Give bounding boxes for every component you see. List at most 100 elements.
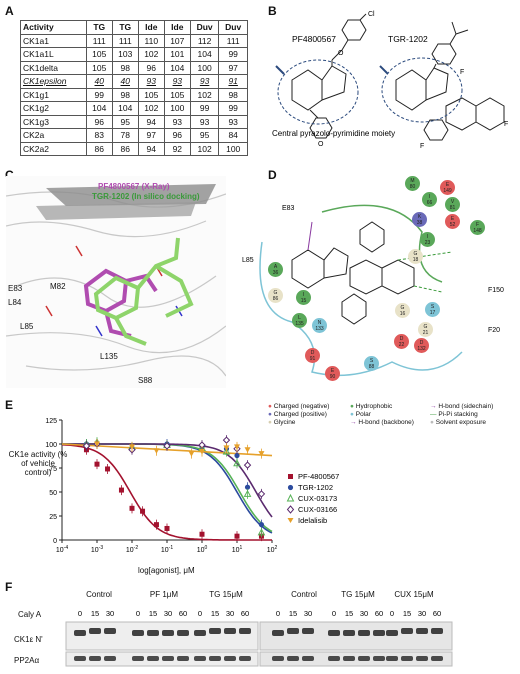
table-header-cell: Ide <box>137 20 165 35</box>
legend-solvent-exposure: Solvent exposure <box>435 419 486 426</box>
table-cell: 111 <box>111 33 139 48</box>
table-cell: 97 <box>137 128 165 143</box>
y-tick-label: 100 <box>45 442 57 449</box>
pp2a-band <box>386 656 398 661</box>
tgr1202-structure <box>395 21 505 141</box>
moiety-caption: Central pyrazolo-pyrimidine moiety <box>272 129 395 138</box>
residue-bubble: D 132 <box>414 338 429 353</box>
panel-letter-e: E <box>5 398 14 412</box>
group-tg-left: TG 15μM <box>209 590 243 599</box>
chart-x-axis-label: log[agonist], μM <box>138 566 195 575</box>
data-point <box>234 533 240 539</box>
residue-bubble: S 17 <box>425 302 440 317</box>
time-label: 15 <box>289 609 297 618</box>
table-header-cell: Duv <box>218 20 248 35</box>
chemical-structures: PF4800567 TGR-1202 Cl O O F F F Central … <box>272 11 508 150</box>
legend-marker <box>286 493 295 502</box>
fluoro-label-3: F <box>420 143 424 150</box>
highlight-circle-tgr <box>381 57 463 123</box>
ck1e-band <box>272 630 284 636</box>
table-cell: 105 <box>85 47 113 62</box>
table-cell: 98 <box>111 87 139 102</box>
table-header-cell: Activity <box>20 20 87 35</box>
table-row: CK1epsilon 40 40 93 93 93 91 <box>20 74 248 89</box>
table-cell: 86 <box>111 141 139 156</box>
ck1e-band <box>224 628 236 634</box>
time-label: 30 <box>304 609 312 618</box>
data-point <box>105 466 111 472</box>
data-point <box>164 525 170 531</box>
ck1e-band <box>177 630 189 636</box>
residue-l85: L85 <box>242 257 254 264</box>
table-cell: 98 <box>111 60 139 75</box>
data-point <box>244 484 251 490</box>
residue-bubble: D 91 <box>305 348 320 363</box>
table-cell: 101 <box>163 47 191 62</box>
x-tick-label: 102 <box>267 545 278 554</box>
data-point <box>244 447 251 453</box>
residue-bubble: N 133 <box>312 318 327 333</box>
ck1e-band <box>302 628 314 634</box>
legend-hbond-sidechain: H-bond (sidechain) <box>438 403 494 410</box>
table-cell: 93 <box>163 74 191 89</box>
group-control-left: Control <box>86 590 112 599</box>
pp2a-band <box>132 656 144 661</box>
table-cell: 104 <box>189 47 220 62</box>
chart-legend: PF-4800567 TGR-1202 CUX-03173 CUX-03166 Idel… <box>286 472 339 525</box>
legend-label: CUX-03173 <box>298 494 337 503</box>
data-point <box>199 531 205 537</box>
ck1e-band <box>386 630 398 636</box>
fluoro-label-2: F <box>504 121 508 128</box>
ck1e-band <box>373 630 385 636</box>
table-cell: 105 <box>137 87 165 102</box>
arrow-pf <box>275 65 285 75</box>
compound-label-pf: PF4800567 <box>292 34 336 44</box>
table-cell: 102 <box>189 141 220 156</box>
table-cell: 111 <box>85 33 113 48</box>
table-cell: CK1a1 <box>20 33 87 48</box>
table-cell: 104 <box>85 101 113 116</box>
table-row: CK1g3 96 95 94 93 93 93 <box>20 114 248 129</box>
time-label: 30 <box>226 609 234 618</box>
pp2a-band <box>343 656 355 661</box>
pp2a-band <box>104 656 116 661</box>
legend-hbond-backbone: H-bond (backbone) <box>358 419 414 426</box>
residue-bubble: S 88 <box>364 356 379 371</box>
residue-bubble: G 21 <box>418 322 433 337</box>
legend-label: CUX-03166 <box>298 505 337 514</box>
table-cell: 94 <box>137 141 165 156</box>
caly-a-label: Caly A <box>18 610 42 619</box>
table-header-cell: TG <box>111 20 139 35</box>
time-label: 30 <box>106 609 114 618</box>
table-cell: 107 <box>163 33 191 48</box>
table-cell: CK1g2 <box>20 101 87 116</box>
data-point <box>94 441 100 447</box>
table-cell: CK1delta <box>20 60 87 75</box>
residue-bubble: D 22 <box>394 334 409 349</box>
ck1e-band <box>358 630 370 636</box>
table-header-cell: TG <box>85 20 113 35</box>
residue-bubble: K 38 <box>412 212 427 227</box>
group-pf: PF 1μM <box>149 590 179 599</box>
table-cell: CK1epsilon <box>20 74 87 89</box>
pp2a-band <box>431 656 443 661</box>
ck1e-band <box>431 628 443 634</box>
ck1e-band <box>147 630 159 636</box>
residue-bubble: G 16 <box>395 303 410 318</box>
residue-bubble: I 66 <box>422 192 437 207</box>
table-cell: 86 <box>85 141 113 156</box>
compound-label-tgr: TGR-1202 <box>388 34 428 44</box>
tgr-ligand <box>93 237 194 346</box>
ck1e-band <box>343 630 355 636</box>
chloro-label: Cl <box>368 11 375 18</box>
ligand-2d-structure <box>291 221 453 325</box>
residue-bubble: I 15 <box>296 290 311 305</box>
table-cell: 99 <box>189 101 220 116</box>
oxygen-label: O <box>338 50 344 57</box>
time-label: 0 <box>390 609 394 618</box>
time-label: 15 <box>345 609 353 618</box>
blot-images: 0 15 30 0 15 30 60 0 15 30 60 0 15 30 0 15 30 60 0 15 30 60 <box>65 609 453 667</box>
x-tick-label: 101 <box>232 545 243 554</box>
table-cell: 103 <box>111 47 139 62</box>
